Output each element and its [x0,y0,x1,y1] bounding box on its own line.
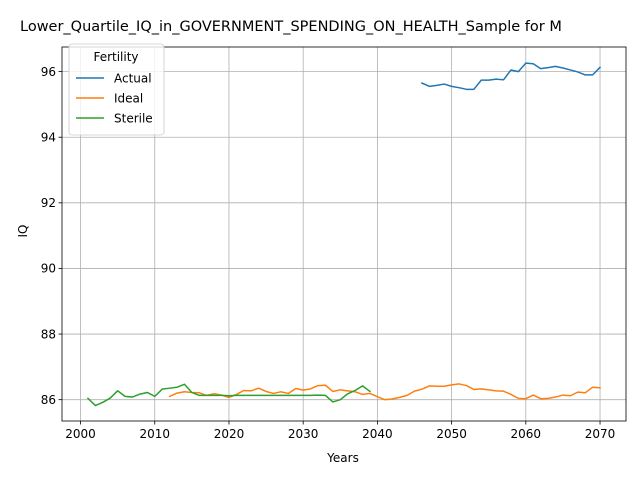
y-tick-label: 94 [41,131,56,145]
legend-label-actual: Actual [114,71,152,85]
legend-title: Fertility [93,50,138,64]
x-tick-label: 2050 [436,427,467,441]
x-axis-label: Years [326,451,359,465]
series-line-actual [420,62,602,91]
legend-box [68,43,165,136]
x-tick-label: 2020 [214,427,245,441]
chart-title: Lower_Quartile_IQ_in_GOVERNMENT_SPENDING… [20,19,562,35]
x-tick-label: 2040 [362,427,393,441]
y-axis-ticks: 86 88 90 92 94 96 [41,65,62,407]
x-tick-label: 2070 [585,427,616,441]
x-tick-label: 2010 [139,427,170,441]
series-line-sterile [86,383,372,407]
y-tick-label: 90 [41,262,56,276]
y-axis-label: IQ [16,225,30,238]
legend-label-sterile: Sterile [114,111,153,125]
x-tick-label: 2030 [288,427,319,441]
legend-label-ideal: Ideal [114,91,143,105]
y-tick-label: 88 [41,327,56,341]
x-tick-label: 2000 [65,427,96,441]
y-tick-label: 96 [41,65,56,79]
plot-frame [61,46,627,422]
series-lines [86,62,602,407]
x-tick-label: 2060 [511,427,542,441]
series-line-ideal [168,383,601,401]
y-tick-label: 92 [41,196,56,210]
legend: Fertility Actual Ideal Sterile [68,43,165,136]
grid-lines [62,47,626,421]
y-tick-label: 86 [41,393,56,407]
x-axis-ticks: 2000 2010 2020 2030 2040 2050 2060 2070 [65,421,615,441]
